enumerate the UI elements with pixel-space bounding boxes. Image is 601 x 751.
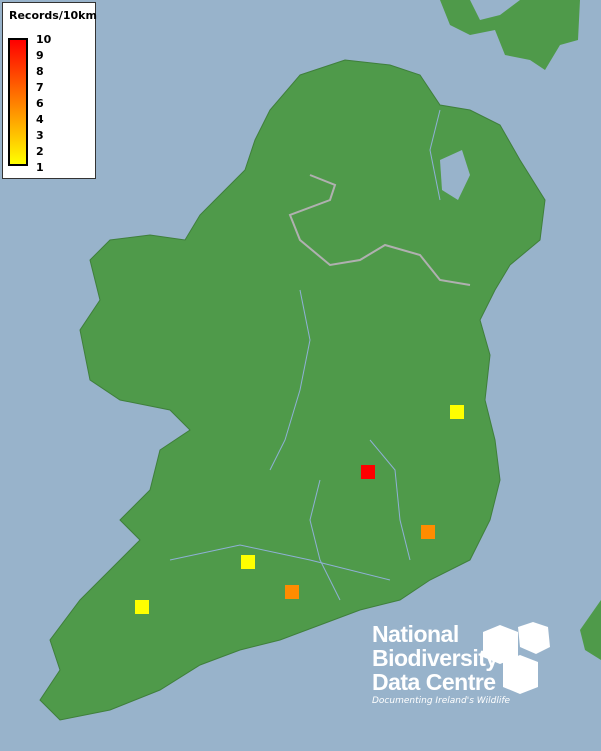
legend-tick: 6 (36, 97, 44, 110)
legend-tick: 7 (36, 81, 44, 94)
seahorse-hexagon-icon (503, 655, 538, 694)
wales-landmass (580, 600, 601, 660)
logo-tagline: Documenting Ireland's Wildlife (372, 696, 511, 706)
logo-line-2: Biodiversity (372, 645, 498, 671)
legend-tick: 9 (36, 49, 44, 62)
legend-tick: 10 (36, 33, 52, 46)
butterfly-hexagon-icon (518, 622, 550, 654)
logo-line-1: National (372, 621, 459, 647)
legend-title: Records/10km (9, 9, 97, 22)
legend-tick: 1 (36, 161, 44, 174)
legend-tick: 4 (36, 113, 44, 126)
rivers (169, 109, 441, 601)
record-square[interactable] (135, 600, 149, 614)
logo-hexagon-icons (483, 622, 550, 694)
legend-tick: 2 (36, 145, 44, 158)
legend: Records/10km 10 9 8 7 6 4 3 2 1 (2, 2, 97, 179)
record-square[interactable] (361, 465, 375, 479)
record-square[interactable] (450, 405, 464, 419)
nbdc-logo: National Biodiversity Data Centre Docume… (372, 622, 510, 706)
record-square[interactable] (285, 585, 299, 599)
legend-tick: 3 (36, 129, 44, 142)
scotland-landmass (440, 0, 580, 70)
plant-hexagon-icon (483, 625, 518, 664)
ireland-landmass (39, 59, 546, 721)
record-square[interactable] (241, 555, 255, 569)
lough-neagh (440, 150, 470, 200)
logo-line-3: Data Centre (372, 669, 496, 695)
legend-tick: 8 (36, 65, 44, 78)
legend-color-ramp (8, 38, 28, 166)
border-line (288, 174, 471, 286)
legend-ticks: 10 9 8 7 6 4 3 2 1 (36, 34, 76, 174)
record-square[interactable] (421, 525, 435, 539)
